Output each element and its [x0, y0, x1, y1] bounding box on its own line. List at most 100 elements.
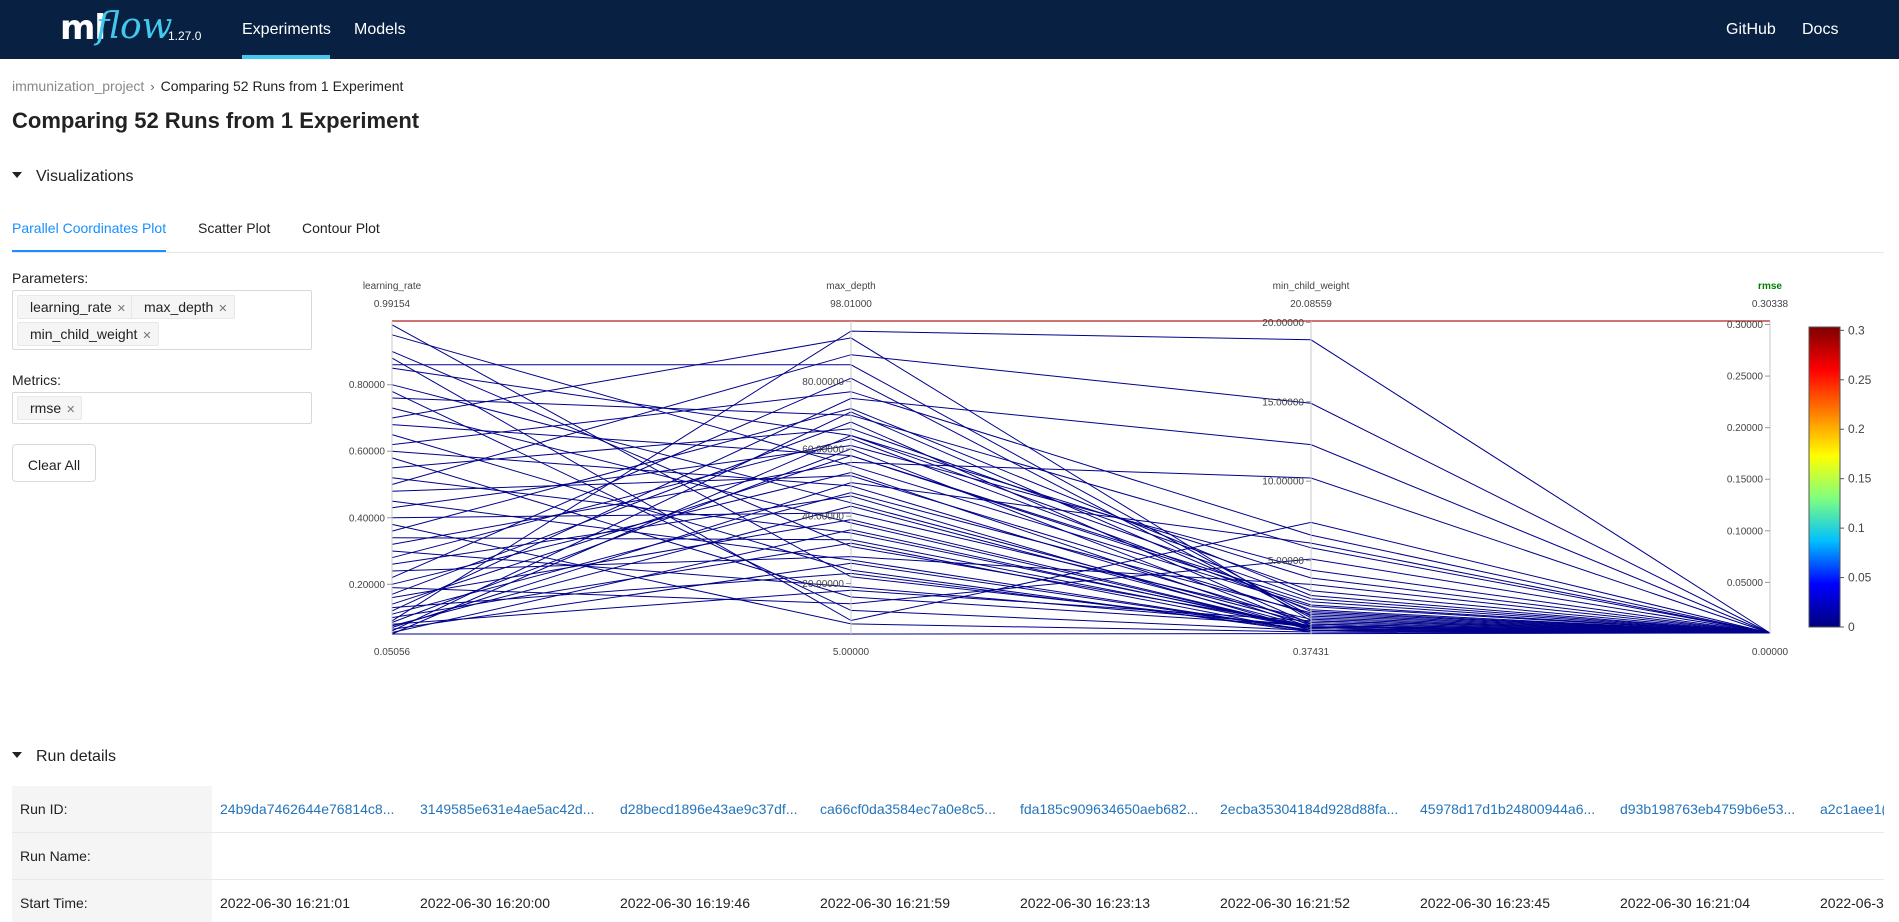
axis-max-label: 20.08559	[1290, 299, 1332, 310]
row-label-run-id: Run ID:	[12, 786, 212, 832]
axis-max-label: 0.30338	[1752, 299, 1789, 310]
mlflow-logo-flow[interactable]: flow	[96, 6, 173, 47]
breadcrumb-current: Comparing 52 Runs from 1 Experiment	[160, 78, 404, 94]
run-id-link[interactable]: fda185c909634650aeb682...	[1020, 801, 1199, 817]
run-line	[391, 397, 1771, 634]
axis-tick-label: 80.00000	[802, 377, 844, 388]
nav-models[interactable]: Models	[354, 21, 406, 38]
start-time-cell: 2022-06-30 16:20:00	[420, 895, 550, 911]
start-time-cell: 2022-06-3(	[1820, 895, 1884, 911]
run-lines	[391, 320, 1771, 635]
page-title: Comparing 52 Runs from 1 Experiment	[12, 108, 420, 133]
run-line	[391, 434, 1771, 635]
run-line	[391, 411, 1771, 634]
start-time-cell: 2022-06-30 16:21:59	[820, 895, 950, 911]
metrics-select[interactable]: rmse ✕	[12, 392, 312, 424]
run-id-link[interactable]: d28becd1896e43ae9c37df...	[620, 801, 798, 817]
run-id-link[interactable]: d93b198763eb4759b6e53...	[1620, 801, 1796, 817]
run-id-link[interactable]: 3149585e631e4ae5ac42d...	[420, 801, 595, 817]
run-line	[391, 354, 1771, 634]
metric-tag-rmse: rmse ✕	[17, 396, 83, 420]
run-id-link[interactable]: 24b9da7462644e76814c8...	[220, 801, 395, 817]
clear-all-button[interactable]: Clear All	[12, 444, 96, 482]
run-line	[391, 421, 1771, 634]
run-line	[391, 337, 1771, 634]
axis-tick-label: 0.80000	[349, 380, 386, 391]
breadcrumb-project-link[interactable]: immunization_project	[12, 78, 145, 94]
axis-tick-label: 0.60000	[349, 447, 386, 458]
close-icon[interactable]: ✕	[218, 303, 228, 315]
axis-tick-label: 0.20000	[349, 580, 386, 591]
close-icon[interactable]: ✕	[66, 404, 76, 416]
run-line	[391, 550, 1771, 634]
parameter-tag-label: max_depth	[144, 299, 214, 315]
run-id-link[interactable]: a2c1aee1(	[1820, 801, 1884, 817]
run-id-link[interactable]: 2ecba35304184d928d88fa...	[1220, 801, 1399, 817]
run-line	[391, 512, 1771, 634]
colorbar-tick-label: 0.05	[1848, 571, 1872, 585]
axis-tick-label: 40.00000	[802, 512, 844, 523]
breadcrumb-chevron-icon: ›	[150, 79, 155, 94]
run-line	[391, 384, 1771, 634]
run-line	[391, 450, 1771, 634]
run-line	[391, 562, 1771, 634]
visualizations-title: Visualizations	[36, 168, 134, 185]
run-line	[391, 505, 1771, 634]
nav-github[interactable]: GitHub	[1726, 21, 1776, 38]
nav-experiments[interactable]: Experiments	[242, 21, 331, 38]
colorbar-tick-label: 0.1	[1848, 521, 1865, 535]
run-line	[391, 391, 1771, 634]
tab-contour-plot[interactable]: Contour Plot	[302, 220, 380, 236]
run-line	[391, 330, 1771, 634]
table-row-run-id: Run ID: 24b9da7462644e76814c8... 3149585…	[12, 786, 1884, 833]
run-line	[391, 357, 1771, 634]
caret-down-icon	[12, 751, 22, 758]
close-icon[interactable]: ✕	[142, 330, 152, 342]
run-line	[391, 367, 1771, 634]
axis-tick-label: 20.00000	[802, 579, 844, 590]
parameter-tag-label: learning_rate	[30, 299, 112, 315]
parameters-select[interactable]: learning_rate ✕ max_depth ✕ min_child_weig…	[12, 290, 312, 350]
run-line	[391, 377, 1771, 634]
start-time-cell: 2022-06-30 16:23:45	[1420, 895, 1550, 911]
run-line	[391, 589, 1771, 634]
run-line	[391, 572, 1771, 634]
axis-tick-label: 0.30000	[1727, 320, 1764, 331]
mlflow-logo[interactable]: ml	[60, 8, 106, 48]
table-row-run-name: Run Name:	[12, 833, 1884, 880]
run-line	[391, 407, 1771, 634]
row-label-start-time: Start Time:	[12, 880, 212, 922]
run-line	[391, 350, 1771, 634]
close-icon[interactable]: ✕	[116, 303, 126, 315]
run-details-title: Run details	[36, 748, 117, 765]
run-details-section-toggle[interactable]: Run details	[12, 748, 116, 766]
axis-tick-label: 5.00000	[1268, 556, 1305, 567]
tab-parallel-coordinates[interactable]: Parallel Coordinates Plot	[12, 220, 167, 236]
axis-min-label: 0.37431	[1293, 647, 1330, 658]
run-line	[391, 529, 1771, 634]
run-line	[391, 556, 1771, 634]
run-line	[391, 390, 1771, 634]
visualizations-section-toggle[interactable]: Visualizations	[12, 168, 134, 186]
run-line	[391, 444, 1771, 634]
axis-tick-label: 20.00000	[1262, 318, 1304, 329]
run-line	[392, 364, 1771, 634]
version-label: 1.27.0	[168, 29, 202, 43]
nav-docs[interactable]: Docs	[1802, 21, 1839, 38]
parameter-tag-label: min_child_weight	[30, 326, 138, 342]
axis-tick-label: 0.40000	[349, 513, 386, 524]
top-navbar: ml flow 1.27.0 Experiments Models GitHub…	[0, 0, 1899, 59]
run-line	[391, 523, 1771, 634]
nav-active-indicator	[242, 55, 330, 59]
metric-tag-label: rmse	[30, 400, 62, 416]
start-time-cell: 2022-06-30 16:23:13	[1020, 895, 1150, 911]
run-id-link[interactable]: ca66cf0da3584ec7a0e8c5...	[820, 801, 996, 817]
run-line	[391, 457, 1771, 634]
run-line	[391, 558, 1771, 634]
axis-tick-label: 0.15000	[1727, 475, 1764, 486]
tab-scatter-plot[interactable]: Scatter Plot	[198, 220, 271, 236]
colorbar-tick-label: 0.15	[1848, 472, 1872, 486]
axis-min-label: 0.05056	[374, 647, 411, 658]
run-id-link[interactable]: 45978d17d1b24800944a6...	[1420, 801, 1596, 817]
run-line	[391, 407, 1771, 634]
